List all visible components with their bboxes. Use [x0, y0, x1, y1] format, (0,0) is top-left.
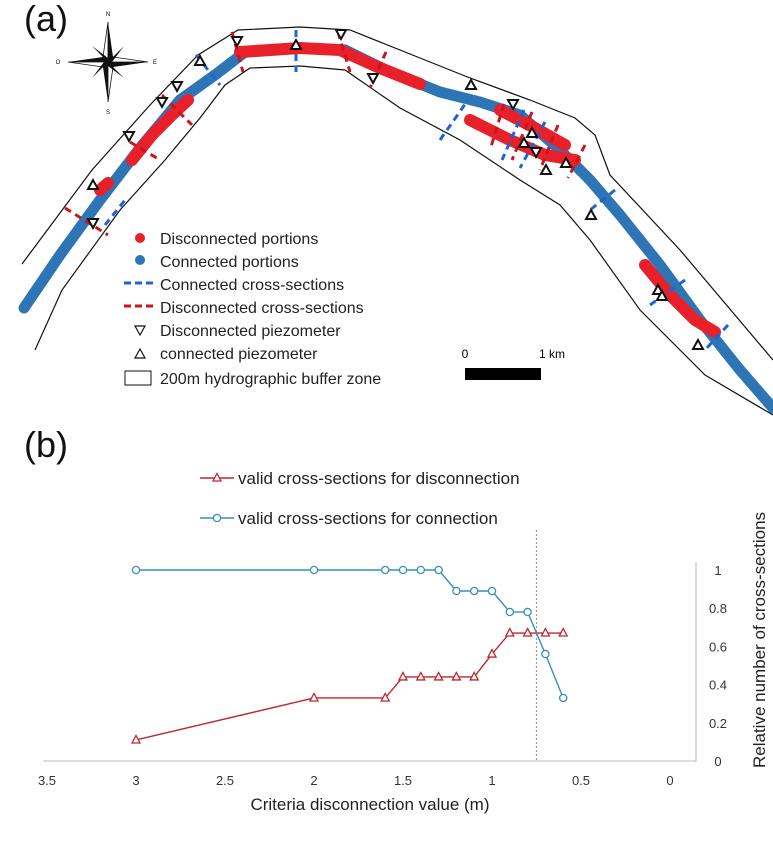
connection-point [416, 565, 426, 575]
x-tick-label: 3 [132, 773, 139, 788]
legend-disconnected-swatch [135, 233, 145, 243]
y-tick-label: 0.4 [709, 678, 727, 693]
x-tick-label: 3.5 [38, 773, 56, 788]
x-tick-label: 2 [310, 773, 317, 788]
chart-marks [130, 565, 569, 744]
legend-circle-marker [212, 513, 222, 523]
disconnection-point [558, 627, 569, 637]
disconnection-point [433, 671, 444, 681]
x-tick-label: 0 [666, 773, 673, 788]
disconnection-point [504, 627, 515, 637]
legend-buffer-swatch [124, 370, 152, 386]
connection-point [469, 586, 479, 596]
connected-piezometers [86, 37, 705, 350]
compass-s: S [106, 110, 110, 116]
criteria-chart: valid cross-sections for disconnection va… [38, 469, 769, 814]
disconnection-point [397, 671, 409, 681]
chart-axes: 3.5 3 2.5 2 1.5 1 0.5 0 0 0.2 0.4 0.6 0.8 1 [38, 530, 727, 788]
disconnection-point [308, 692, 320, 702]
legend-label-circle: valid cross-sections for connection [238, 509, 498, 528]
x-tick-label: 1.5 [394, 773, 412, 788]
legend-connected-swatch [135, 255, 145, 265]
connection-point [434, 565, 443, 575]
connection-point [398, 565, 408, 575]
x-tick-label: 2.5 [216, 773, 234, 788]
connection-point [131, 565, 141, 575]
x-axis-title: Criteria disconnection value (m) [250, 795, 489, 814]
disconnection-point [451, 671, 462, 681]
y-tick-label: 1 [714, 563, 721, 578]
connection-point [523, 607, 532, 617]
buffer-zone [21, 26, 773, 416]
connected-river [18, 42, 773, 414]
legend-disc-piezo-swatch [133, 325, 147, 337]
compass-o: O [56, 60, 61, 66]
connection-point [541, 649, 550, 659]
disconnection-point [522, 627, 533, 637]
legend-label-triangle: valid cross-sections for disconnection [238, 469, 520, 488]
legend-buffer-label: 200m hydrographic buffer zone [160, 371, 381, 388]
chart-legend: valid cross-sections for disconnection va… [200, 469, 520, 528]
scale-bar-fill [465, 368, 541, 380]
connection-point [505, 607, 515, 617]
disconnected-piezometers [86, 29, 543, 231]
disconnection-point [486, 648, 498, 658]
scale-start: 0 [462, 347, 469, 361]
legend-triangle-marker [211, 472, 223, 482]
disconnection-point [380, 692, 391, 702]
scale-bar: 0 1 km [462, 347, 565, 380]
connection-point [487, 586, 497, 596]
y-tick-label: 0.2 [709, 716, 727, 731]
y-tick-label: 0.6 [709, 639, 727, 654]
compass-e: E [153, 60, 157, 66]
x-tick-label: 1 [488, 773, 495, 788]
connection-point [380, 565, 390, 575]
connection-point [309, 565, 319, 575]
legend-conn-piezo-label: connected piezometer [160, 346, 318, 363]
disconnection-point [415, 671, 426, 681]
series-line-circle [136, 569, 564, 699]
legend-disc-piezo-label: Disconnected piezometer [160, 323, 341, 340]
connection-point [452, 586, 461, 596]
disconnection-point [469, 671, 480, 681]
y-tick-label: 0.8 [709, 601, 727, 616]
disconnection-point [540, 627, 551, 637]
y-tick-label: 0 [714, 754, 721, 769]
panel-a-label: (a) [24, 0, 68, 39]
legend-disconnected-label: Disconnected portions [160, 231, 318, 248]
legend-conn-piezo-swatch [133, 347, 147, 359]
legend-connected-label: Connected portions [160, 254, 299, 271]
map-legend: Disconnected portions Connected portions… [124, 231, 381, 388]
river-map: N S E O Disconnected portions Connected … [18, 12, 773, 416]
scale-end: 1 km [539, 347, 565, 361]
y-axis-title: Relative number of cross-sections [750, 512, 769, 768]
series-line-triangle [135, 632, 564, 741]
legend-connected-cs-label: Connected cross-sections [160, 277, 344, 294]
connection-point [558, 693, 568, 703]
disconnection-point [130, 734, 142, 744]
compass-n: N [106, 12, 110, 18]
x-tick-label: 0.5 [572, 773, 590, 788]
panel-b-label: (b) [24, 424, 68, 465]
legend-disconnected-cs-label: Disconnected cross-sections [160, 300, 364, 317]
compass-rose: N S E O [56, 12, 157, 116]
